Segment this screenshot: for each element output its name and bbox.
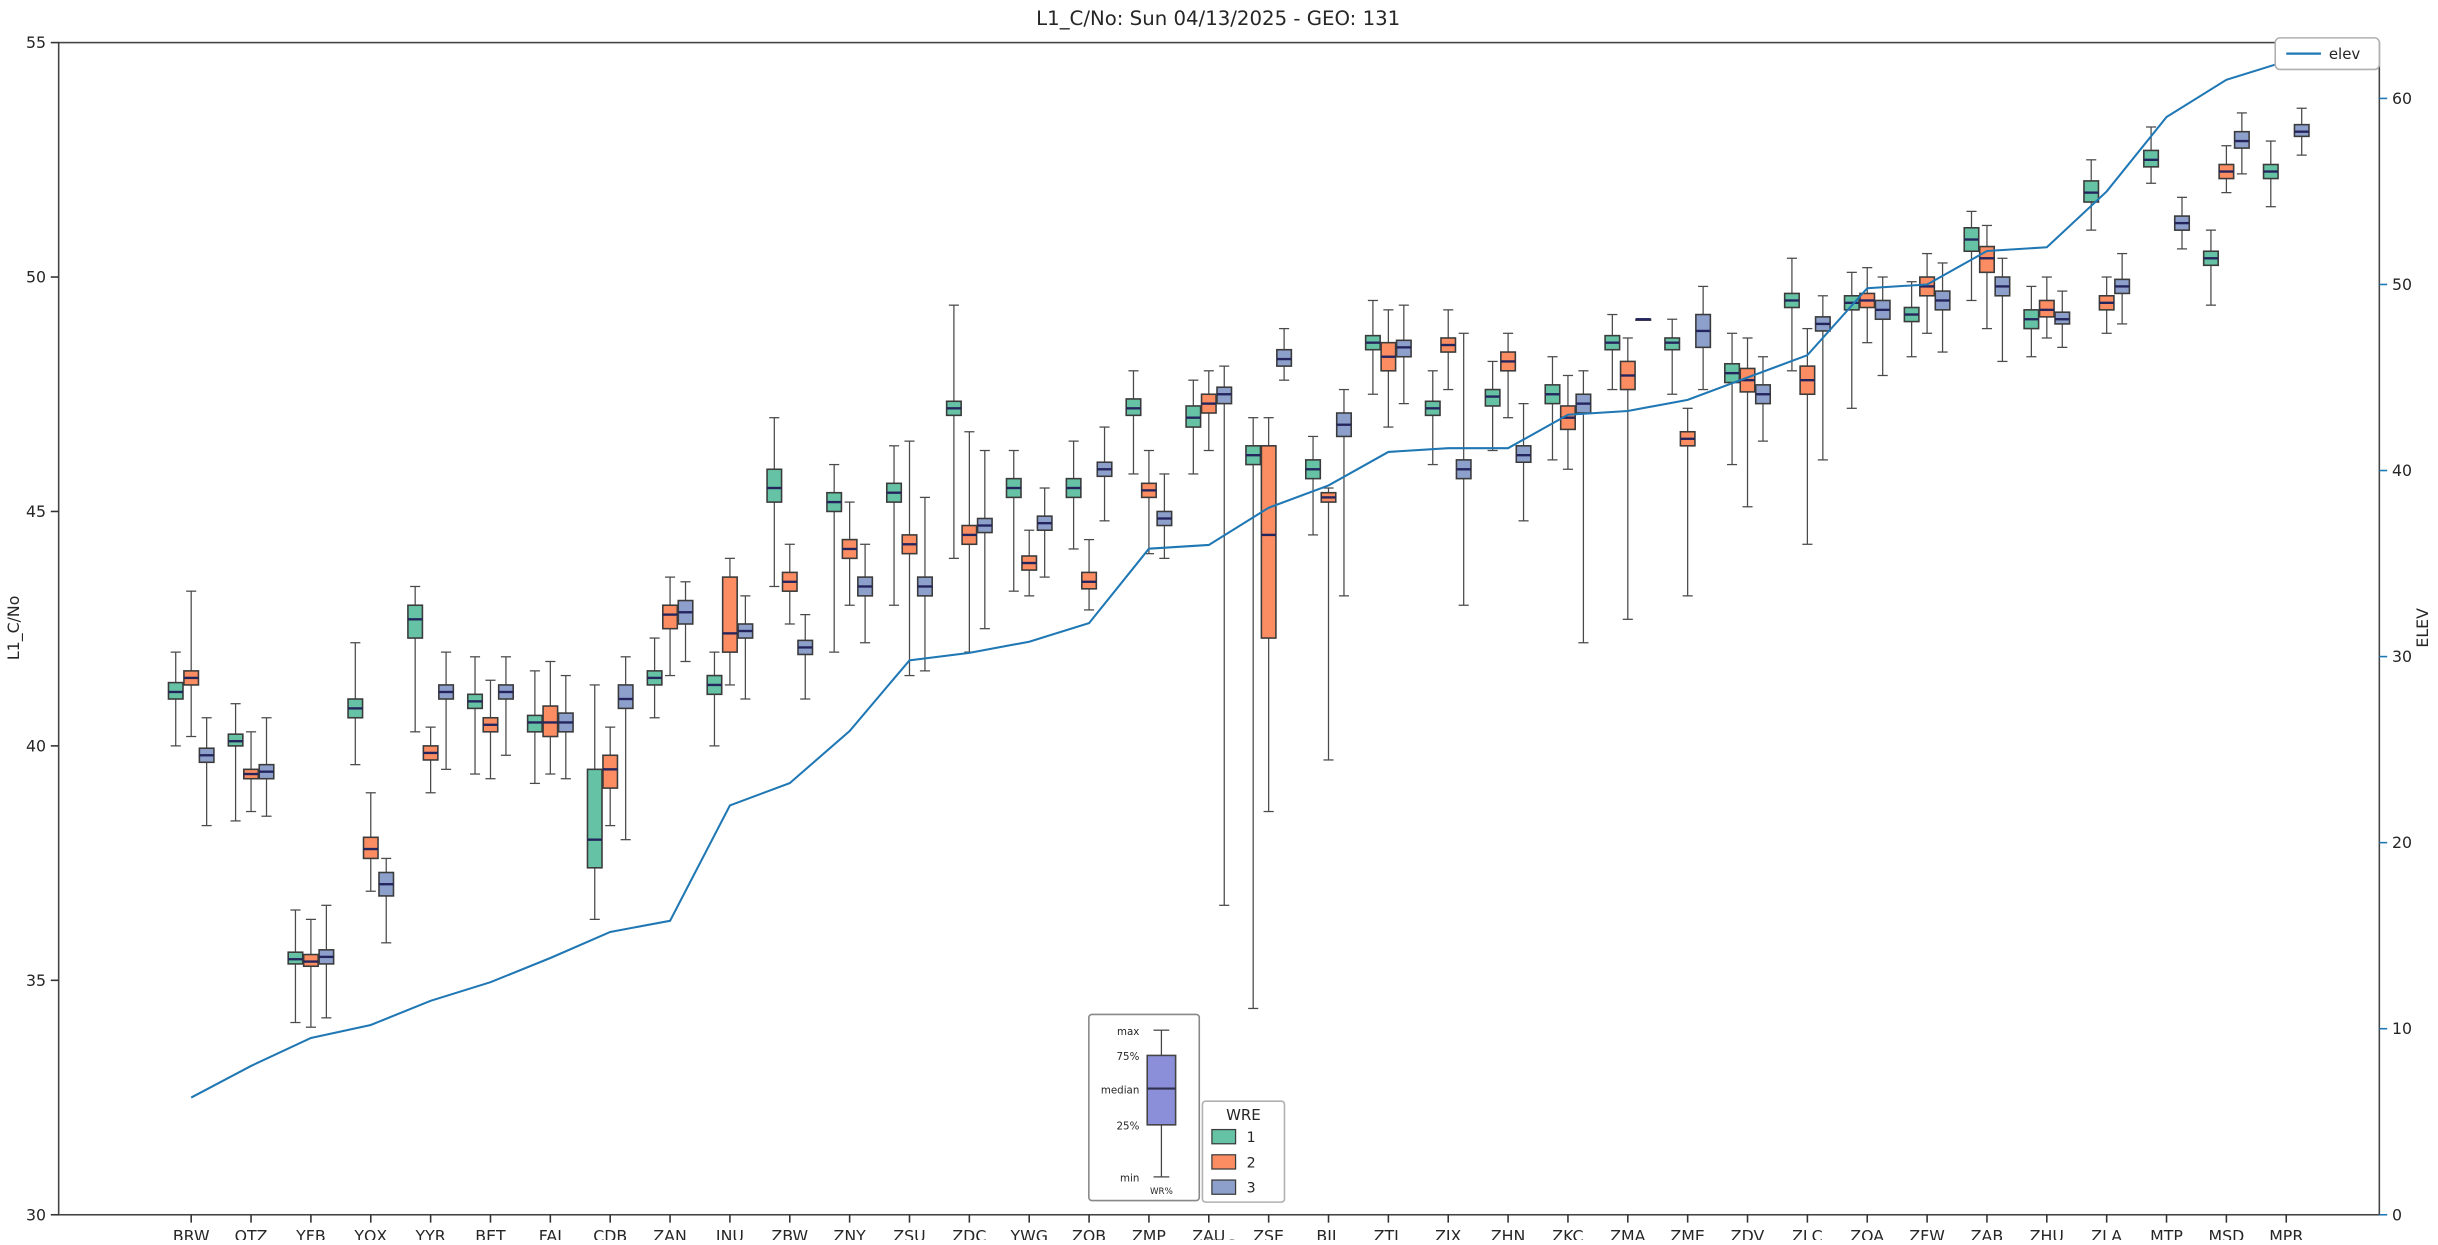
elev-line <box>190 60 2287 1099</box>
x-tick-label: ZBW <box>771 1227 808 1240</box>
x-tick-label: ZMP <box>1132 1227 1166 1240</box>
y-axis-left-label: L1_C/No <box>4 596 24 660</box>
x-tick-label: ZNY <box>834 1227 867 1240</box>
x-tick-label: ZTL <box>1374 1227 1403 1240</box>
x-tick-label: YYR <box>415 1227 446 1240</box>
anatomy-frame <box>1088 1013 1201 1202</box>
boxplot-anatomy-inset: max 75% median 25% min WR% <box>1088 1013 1201 1202</box>
y-right-tick-label: 50 <box>2392 275 2412 294</box>
plot-spines <box>57 41 2381 1216</box>
box-wre1-YYR <box>407 604 424 639</box>
elev-legend-label: elev <box>2329 45 2361 63</box>
anatomy-box <box>1146 1054 1177 1126</box>
x-tick-label: ZKC <box>1552 1227 1583 1240</box>
wre-legend-swatch-1 <box>1211 1128 1237 1145</box>
wre-legend-label-3: 3 <box>1247 1181 1256 1197</box>
x-tick-label: MSD <box>2209 1227 2245 1240</box>
x-tick-label: ZSU <box>893 1227 925 1240</box>
y-left-tick-label: 55 <box>26 33 46 52</box>
y-right-tick-label: 30 <box>2392 647 2412 666</box>
y-left-tick-label: 40 <box>26 736 46 755</box>
x-tick-label: ZDV <box>1731 1227 1765 1240</box>
x-tick-label: ZHN <box>1491 1227 1525 1240</box>
y-right-tick-label: 10 <box>2392 1019 2412 1038</box>
box-wre2-CDB <box>602 754 619 789</box>
x-tick-label: YFB <box>295 1227 326 1240</box>
x-tick-label: BET <box>475 1227 506 1240</box>
chart-title: L1_C/No: Sun 04/13/2025 - GEO: 131 <box>1036 7 1400 30</box>
wre-legend-frame <box>1201 1100 1286 1203</box>
x-tick-label: ZOA <box>1850 1227 1884 1240</box>
x-tick-label: ZSE <box>1253 1227 1284 1240</box>
anatomy-label-max: max <box>1117 1026 1139 1038</box>
x-tick-label: CDB <box>593 1227 627 1240</box>
x-tick-label: ZJX <box>1435 1227 1461 1240</box>
box-wre3-CDB <box>617 684 634 710</box>
x-tick-label: ZME <box>1670 1227 1704 1240</box>
x-tick-label: YQX <box>353 1227 387 1240</box>
x-tick-label: ZMA <box>1610 1227 1645 1240</box>
anatomy-label-25: 25% <box>1117 1121 1140 1133</box>
wre-legend-title: WRE <box>1226 1106 1261 1124</box>
y-right-tick-label: 40 <box>2392 461 2412 480</box>
elev-legend-frame <box>2274 37 2381 71</box>
anatomy-label-75: 75% <box>1117 1051 1140 1063</box>
box-wre1-CDB <box>586 768 603 869</box>
x-tick-label: YWG <box>1009 1227 1047 1240</box>
y-right-tick-label: 0 <box>2392 1205 2402 1224</box>
wre-legend-swatch-3 <box>1211 1179 1237 1195</box>
y-left-tick-label: 45 <box>26 502 46 521</box>
wre-legend-label-1: 1 <box>1247 1130 1256 1146</box>
x-tick-label: ZAB <box>1971 1227 2003 1240</box>
y-left-tick-label: 35 <box>26 971 46 990</box>
elev-legend: elev <box>2274 37 2381 71</box>
plot-area: 30 35 40 45 50 55 0 10 20 30 40 50 60 BRW OTZ YFB YQX YYR… <box>26 33 2412 1245</box>
wre-legend-label-2: 2 <box>1247 1155 1256 1171</box>
x-tick-label: MTP <box>2150 1227 2183 1240</box>
x-tick-label: BRW <box>173 1227 210 1240</box>
x-tick-label: ZLC <box>1792 1227 1823 1240</box>
x-tick-label: ZDC <box>952 1227 986 1240</box>
anatomy-axis-label: WR% <box>1150 1187 1173 1197</box>
wre-legend-swatch-2 <box>1211 1154 1237 1170</box>
y-left-tick-label: 30 <box>26 1205 46 1224</box>
x-tick-label: ZAN <box>653 1227 686 1240</box>
box-wre2-JNU <box>721 576 738 653</box>
x-tick-label: ZHU <box>2030 1227 2064 1240</box>
x-tick-label: BIL <box>1316 1227 1340 1240</box>
y-right-tick-label: 20 <box>2392 833 2412 852</box>
x-tick-label: OTZ <box>235 1227 268 1240</box>
y-left-tick-label: 50 <box>26 268 46 287</box>
box-wre2-ZAN <box>662 604 679 630</box>
wre-legend: WRE 1 2 3 <box>1201 1100 1286 1203</box>
anatomy-label-min: min <box>1120 1173 1139 1185</box>
x-tick-label: ZFW <box>1909 1227 1945 1240</box>
x-tick-label: ZLA <box>2091 1227 2122 1240</box>
anatomy-label-median: median <box>1101 1084 1139 1096</box>
x-axis-label: WRS <box>1200 1236 1237 1240</box>
y-right-tick-label: 60 <box>2392 89 2412 108</box>
box-wre2-ZSE <box>1260 445 1277 639</box>
x-tick-label: ZOB <box>1072 1227 1106 1240</box>
y-axis-right-label: ELEV <box>2413 608 2432 648</box>
box-wre1-ZBW <box>766 468 783 503</box>
x-tick-label: JNU <box>715 1227 744 1240</box>
x-tick-label: FAI <box>539 1227 562 1240</box>
x-tick-label: MPR <box>2269 1227 2303 1240</box>
